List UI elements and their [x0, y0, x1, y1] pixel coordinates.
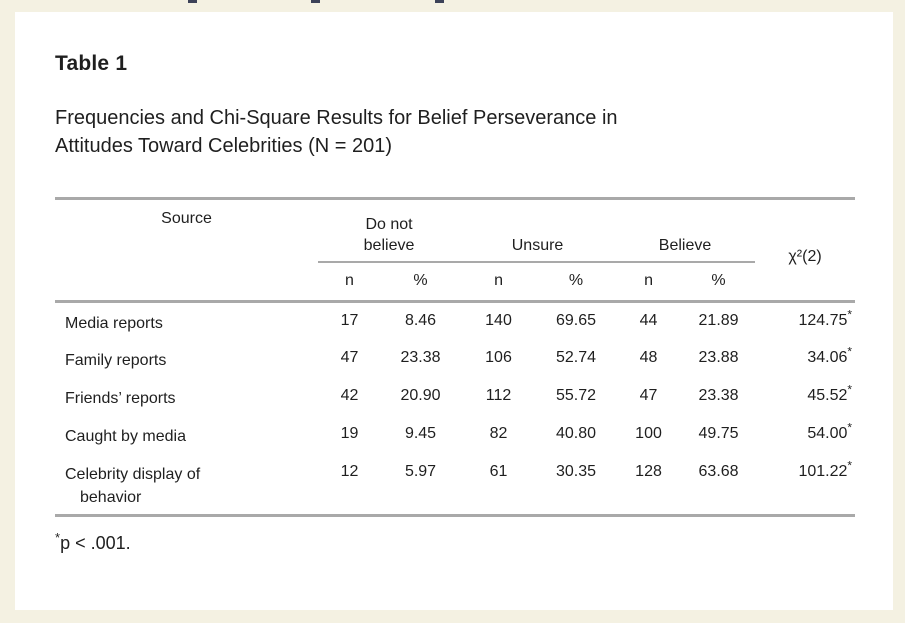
cell-n: 48: [639, 348, 658, 366]
column-header-chi-square: χ²(2): [755, 198, 856, 303]
subheader-n: n: [318, 261, 381, 303]
cell-n: 106: [485, 348, 512, 366]
table-row: Celebrity display of behavior 12 5.97 61 30.…: [55, 454, 855, 516]
row-source-label: Caught by media: [65, 427, 186, 445]
cell-percent: 23.38: [400, 348, 441, 366]
significance-asterisk: *: [847, 458, 853, 473]
cell-percent: 23.38: [698, 386, 739, 404]
cell-percent: 8.46: [404, 312, 437, 329]
cell-n: 47: [639, 386, 658, 404]
cell-chi-square: 101.22*: [798, 458, 853, 480]
cropped-text-artifact: [435, 0, 444, 3]
apa-table: Source Do not believe Unsure Believe χ²(…: [55, 197, 856, 517]
cell-n: 42: [340, 386, 359, 404]
column-group-unsure: Unsure: [460, 198, 616, 263]
table-row: Caught by media 19 9.45 82 40.80 100 49.75 54.0…: [55, 416, 855, 454]
cell-percent: 9.45: [404, 424, 437, 442]
cell-n: 61: [489, 462, 508, 480]
table-row: Family reports 47 23.38 106 52.74 48 23.88 34.0…: [55, 340, 855, 378]
cell-percent: 23.88: [698, 348, 739, 366]
cell-n: 128: [635, 462, 662, 480]
significance-asterisk: *: [55, 530, 61, 545]
table-card: Table 1 Frequencies and Chi-Square Resul…: [15, 12, 893, 610]
table-footnote: *p < .001.: [55, 530, 131, 554]
row-source-label: Media reports: [65, 315, 163, 332]
cell-n: 47: [340, 348, 359, 366]
cell-chi-square: 34.06*: [807, 344, 853, 366]
cropped-text-artifact: [311, 0, 320, 3]
significance-asterisk: *: [847, 307, 853, 322]
subheader-n: n: [460, 261, 538, 303]
table-row: Media reports 17 8.46 140 69.65 44 21.89 124.75…: [55, 302, 855, 340]
cell-percent: 52.74: [556, 348, 597, 366]
cell-n: 140: [485, 312, 512, 329]
column-group-believe: Believe: [615, 198, 756, 263]
cell-percent: 5.97: [404, 462, 437, 480]
row-source-label: Celebrity display of behavior: [65, 465, 201, 506]
table-row: Friends’ reports 42 20.90 112 55.72 47 23.38 45…: [55, 378, 855, 416]
cropped-text-artifact: [188, 0, 197, 3]
subheader-percent: %: [537, 261, 616, 303]
footnote-text: p < .001.: [60, 533, 131, 553]
cell-percent: 69.65: [556, 312, 597, 329]
cell-n: 17: [340, 312, 359, 329]
cell-n: 19: [340, 424, 359, 442]
cell-chi-square: 45.52*: [807, 382, 853, 404]
column-group-do-not-believe: Do not believe: [318, 198, 461, 263]
subheader-n: n: [615, 261, 683, 303]
cell-n: 100: [635, 424, 662, 442]
cell-percent: 63.68: [698, 462, 739, 480]
significance-asterisk: *: [847, 344, 853, 359]
table-number: Table 1: [55, 52, 128, 75]
cell-percent: 49.75: [698, 424, 739, 442]
cell-percent: 30.35: [556, 462, 597, 480]
table-header: Source Do not believe Unsure Believe χ²(…: [55, 198, 856, 303]
row-source-label: Friends’ reports: [65, 389, 176, 407]
cell-n: 82: [489, 424, 508, 442]
table-body: Media reports 17 8.46 140 69.65 44 21.89 124.75…: [55, 302, 855, 516]
cell-percent: 21.89: [698, 312, 739, 329]
cell-chi-square: 124.75*: [798, 307, 853, 329]
cell-n: 44: [639, 312, 658, 329]
significance-asterisk: *: [847, 420, 853, 435]
cell-n: 12: [340, 462, 359, 480]
subheader-percent: %: [682, 261, 756, 303]
column-header-source: Source: [55, 198, 318, 303]
cell-n: 112: [485, 386, 512, 404]
significance-asterisk: *: [847, 382, 853, 397]
subheader-percent: %: [381, 261, 461, 303]
cell-percent: 20.90: [400, 386, 441, 404]
cell-percent: 55.72: [556, 386, 597, 404]
cell-chi-square: 54.00*: [807, 420, 853, 442]
table-caption: Frequencies and Chi-Square Results for B…: [55, 107, 618, 157]
row-source-label: Family reports: [65, 351, 167, 369]
cell-percent: 40.80: [556, 424, 597, 442]
